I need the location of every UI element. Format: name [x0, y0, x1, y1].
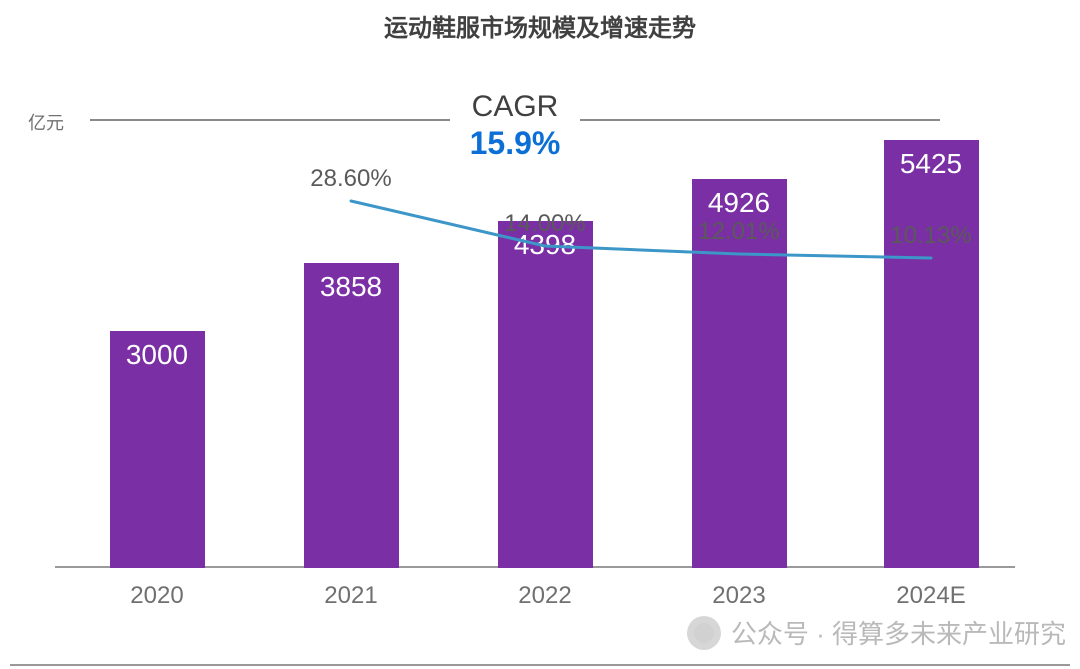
growth-line	[55, 118, 1015, 568]
growth-label-2024E: 10.13%	[871, 222, 991, 250]
growth-label-2022: 14.00%	[485, 210, 605, 238]
watermark: 公众号 · 得算多未来产业研究	[687, 614, 1066, 651]
x-label-2021: 2021	[281, 582, 421, 610]
x-label-2022: 2022	[475, 582, 615, 610]
x-label-2023: 2023	[669, 582, 809, 610]
x-label-2024E: 2024E	[861, 582, 1001, 610]
wechat-icon	[687, 616, 721, 650]
x-label-2020: 2020	[87, 582, 227, 610]
chart-title: 运动鞋服市场规模及增速走势	[0, 8, 1080, 43]
growth-label-2023: 12.01%	[679, 218, 799, 246]
growth-label-2021: 28.60%	[291, 165, 411, 193]
watermark-text: 公众号 · 得算多未来产业研究	[731, 614, 1066, 651]
footer-rule	[10, 664, 1070, 666]
plot-area: 30003858439849265425	[55, 118, 1015, 568]
